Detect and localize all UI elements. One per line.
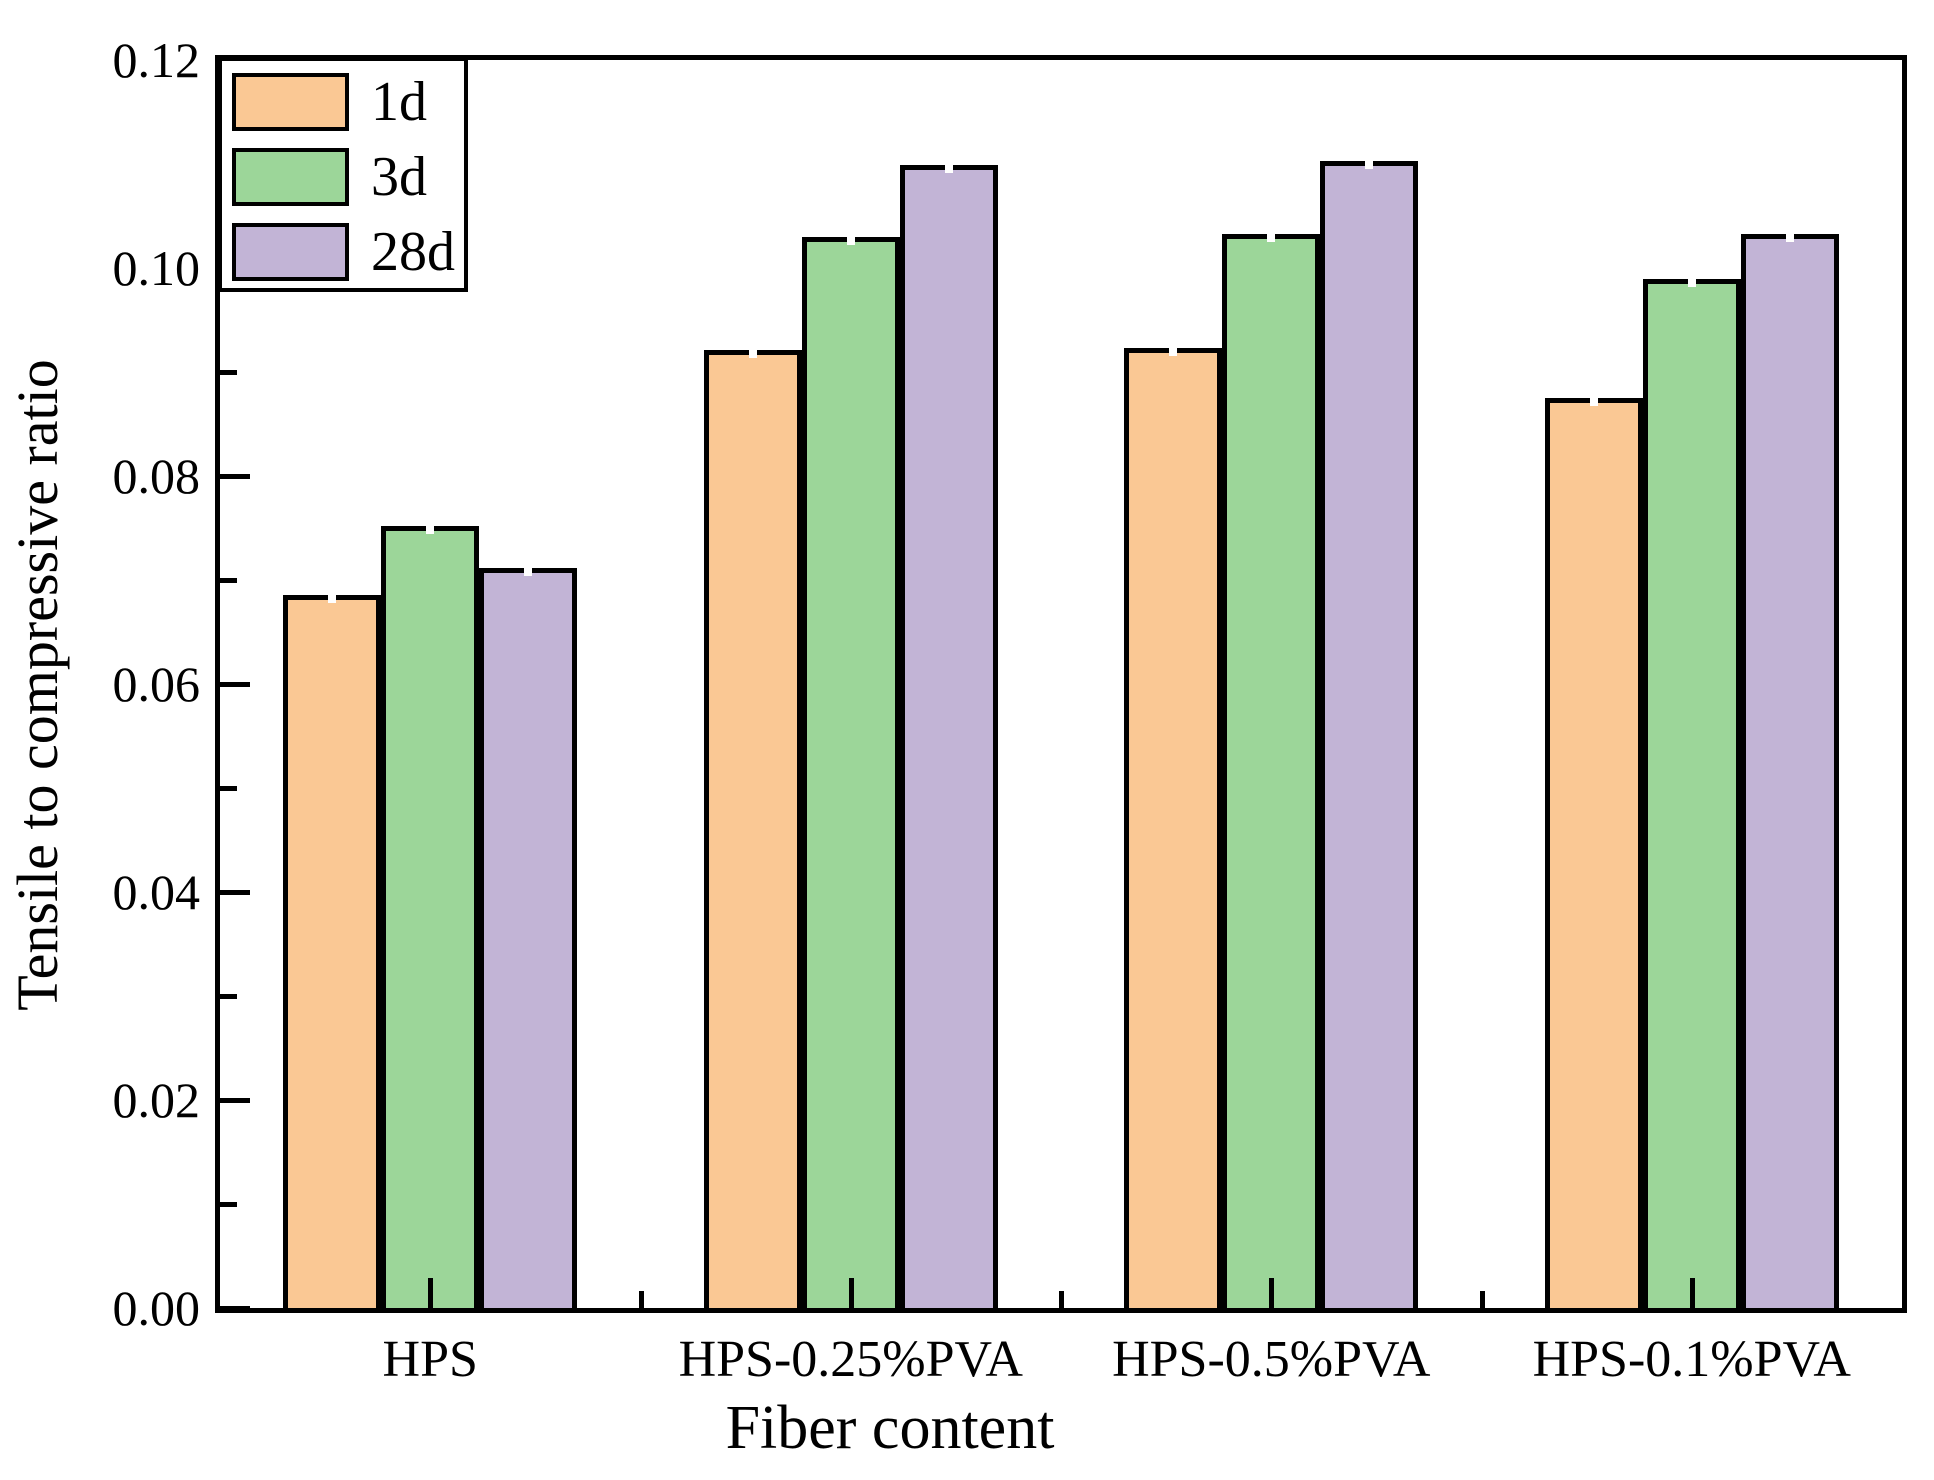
bar-1d-HPS <box>283 594 382 1313</box>
error-cap <box>748 342 757 359</box>
y-minor-tick <box>220 578 237 583</box>
bar-3d-HPS-0.25%PVA <box>801 236 900 1313</box>
bar-3d-HPS <box>381 525 480 1313</box>
error-cap <box>1687 271 1696 288</box>
legend: 1d 3d 28d <box>218 57 468 292</box>
x-category-label: HPS <box>382 1331 478 1388</box>
legend-swatch-28d-icon <box>232 223 349 281</box>
x-axis-title: Fiber content <box>725 1394 1055 1462</box>
legend-label-3d: 3d <box>371 146 427 208</box>
error-cap <box>1589 390 1598 406</box>
y-major-tick <box>220 474 250 479</box>
plot-area <box>215 55 1907 1313</box>
y-major-tick <box>220 1098 250 1103</box>
legend-swatch-3d-icon <box>232 148 349 206</box>
y-major-tick <box>220 682 250 687</box>
x-minor-tick <box>638 1291 644 1308</box>
y-tick-label: 0.08 <box>112 448 201 504</box>
legend-item-3d: 3d <box>232 148 464 206</box>
x-category-label: HPS-0.1%PVA <box>1532 1331 1851 1388</box>
error-cap <box>1365 152 1374 169</box>
legend-label-1d: 1d <box>371 71 427 133</box>
x-major-tick <box>1269 1278 1275 1308</box>
x-minor-tick <box>1479 1291 1485 1308</box>
error-cap <box>1267 225 1276 242</box>
y-major-tick <box>220 1306 250 1311</box>
x-major-tick <box>848 1278 854 1308</box>
bar-28d-HPS-0.1%PVA <box>1740 233 1839 1313</box>
error-cap <box>846 228 855 245</box>
legend-swatch-1d-icon <box>232 73 349 131</box>
y-minor-tick <box>220 370 237 375</box>
y-minor-tick <box>220 994 237 999</box>
y-tick-label: 0.06 <box>112 656 201 712</box>
y-minor-tick <box>220 786 237 791</box>
y-tick-label: 0.10 <box>112 240 201 296</box>
error-cap <box>426 517 435 534</box>
error-cap <box>328 586 337 603</box>
error-cap <box>944 157 953 174</box>
legend-item-28d: 28d <box>232 223 464 281</box>
y-tick-label: 0.02 <box>112 1072 201 1128</box>
bar-28d-HPS-0.5%PVA <box>1320 160 1419 1313</box>
x-minor-tick <box>1059 1291 1064 1308</box>
error-cap <box>1785 225 1794 242</box>
x-category-label: HPS-0.5%PVA <box>1112 1331 1431 1388</box>
y-tick-label: 0.04 <box>112 864 201 920</box>
bar-28d-HPS <box>479 567 578 1313</box>
y-tick-label: 0.12 <box>112 32 201 88</box>
x-major-tick <box>428 1278 434 1308</box>
error-cap <box>1169 340 1178 357</box>
bar-1d-HPS-0.1%PVA <box>1544 398 1643 1313</box>
legend-label-28d: 28d <box>371 221 455 283</box>
y-major-tick <box>220 890 250 895</box>
y-tick-label: 0.00 <box>112 1280 201 1336</box>
x-major-tick <box>1689 1278 1695 1308</box>
bar-1d-HPS-0.5%PVA <box>1124 348 1223 1313</box>
legend-item-1d: 1d <box>232 73 464 131</box>
error-cap <box>524 559 533 576</box>
y-minor-tick <box>220 1202 237 1207</box>
bar-3d-HPS-0.5%PVA <box>1222 233 1321 1313</box>
bar-1d-HPS-0.25%PVA <box>703 350 802 1313</box>
bar-3d-HPS-0.1%PVA <box>1642 279 1741 1313</box>
bar-28d-HPS-0.25%PVA <box>899 165 998 1313</box>
x-category-label: HPS-0.25%PVA <box>678 1331 1023 1388</box>
